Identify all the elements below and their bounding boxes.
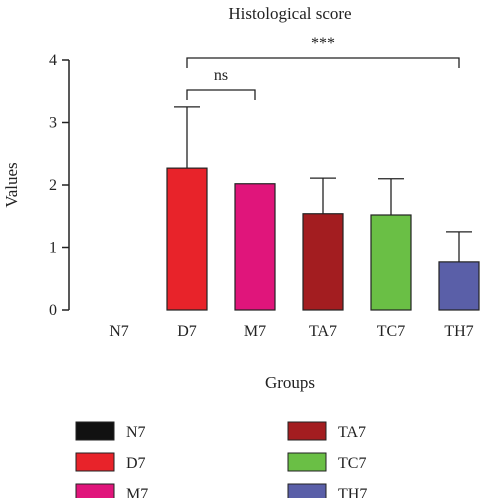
legend-swatch-M7 — [75, 483, 115, 498]
legend-swatch-TA7 — [287, 421, 327, 441]
bar-TA7 — [302, 213, 344, 311]
plot-area: 0 1 2 3 4 N7 D7 M7 TA7 TC7 TH7 ns *** — [49, 35, 480, 340]
bar-M7 — [234, 183, 276, 311]
x-tick-label-TH7: TH7 — [444, 323, 473, 340]
y-tick-label-1: 1 — [49, 240, 57, 257]
bar-TC7 — [370, 214, 412, 311]
legend-label-TH7: TH7 — [338, 486, 367, 498]
legend: N7 D7 M7 TA7 TC7 TH7 — [75, 421, 367, 498]
legend-label-TA7: TA7 — [338, 424, 366, 441]
significance-label-1: ns — [214, 67, 228, 84]
x-tick-label-TA7: TA7 — [309, 323, 337, 340]
significance-bracket-1 — [186, 89, 256, 100]
legend-swatch-D7 — [75, 452, 115, 472]
x-tick-label-D7: D7 — [177, 323, 197, 340]
y-tick-label-4: 4 — [49, 52, 57, 69]
legend-label-N7: N7 — [126, 424, 146, 441]
y-tick-label-0: 0 — [49, 302, 57, 319]
y-tick-label-2: 2 — [49, 177, 57, 194]
significance-label-2: *** — [311, 35, 335, 52]
x-tick-label-N7: N7 — [109, 323, 129, 340]
significance-bracket-2 — [186, 57, 460, 68]
chart-title: Histological score — [228, 4, 351, 23]
bar-D7 — [166, 167, 208, 311]
bar-TH7 — [438, 261, 480, 311]
legend-label-D7: D7 — [126, 455, 146, 472]
x-tick-label-TC7: TC7 — [377, 323, 405, 340]
legend-swatch-TH7 — [287, 483, 327, 498]
legend-swatch-TC7 — [287, 452, 327, 472]
x-axis-label: Groups — [265, 373, 315, 392]
y-axis-label: Values — [2, 162, 21, 207]
y-tick-label-3: 3 — [49, 115, 57, 132]
legend-label-M7: M7 — [126, 486, 148, 498]
legend-swatch-N7 — [75, 421, 115, 441]
x-tick-label-M7: M7 — [244, 323, 266, 340]
legend-label-TC7: TC7 — [338, 455, 366, 472]
